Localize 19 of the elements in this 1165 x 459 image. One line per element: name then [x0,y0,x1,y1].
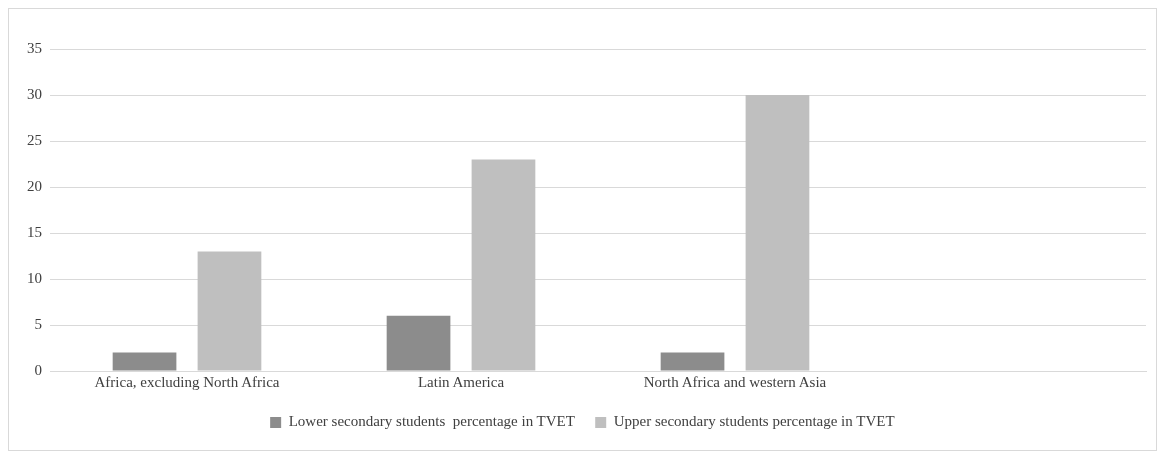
y-tick-label: 20 [27,177,42,194]
y-tick-label: 15 [27,223,42,240]
y-tick-label: 30 [27,85,42,102]
x-tick-label: Latin America [417,373,505,390]
x-tick-label: Africa, excluding North Africa [94,373,280,390]
y-tick-label: 10 [27,269,42,286]
bar [112,352,177,371]
bar [386,315,451,371]
y-tick-label: 25 [27,131,42,148]
bar [745,95,810,371]
y-tick-label: 35 [27,39,42,56]
bar [471,159,536,371]
bar [197,251,262,371]
y-tick-label: 5 [34,315,42,332]
legend-label: Upper secondary students percentage in TVET [613,413,895,430]
bar [660,352,725,371]
legend-label: Lower secondary students percentage in TVET [288,413,575,430]
y-tick-label: 0 [34,361,42,378]
x-tick-label: North Africa and western Asia [643,373,827,390]
